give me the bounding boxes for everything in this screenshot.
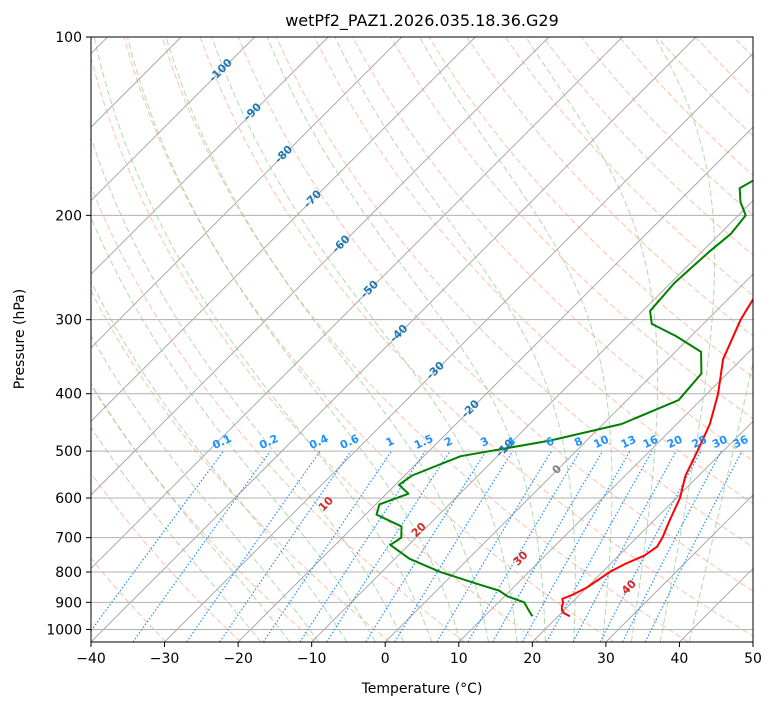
- isotherm-line: [458, 347, 753, 642]
- mixing-ratio-line: [521, 450, 631, 642]
- isotherm-line: [164, 52, 753, 642]
- dry-adiabat: [91, 55, 540, 642]
- x-tick-label: −40: [76, 651, 106, 667]
- isotherm-line: [605, 494, 753, 642]
- dry-adiabat: [91, 384, 316, 642]
- moist-adiabat: [91, 280, 348, 642]
- y-tick-label: 800: [55, 565, 82, 581]
- isotherm-line: [531, 420, 753, 642]
- isotherm-line: [91, 37, 697, 642]
- y-tick-label: 300: [55, 313, 82, 329]
- dry-adiabat: [352, 37, 753, 462]
- x-tick-label: −10: [297, 651, 327, 667]
- plot-area: [91, 37, 753, 642]
- mixing-ratio-label: 13: [619, 433, 638, 451]
- mixing-ratio-label: 30: [710, 433, 730, 451]
- sounding-traces: [375, 179, 753, 618]
- y-tick-label: 500: [55, 444, 82, 460]
- mixing-ratio-line: [263, 450, 393, 642]
- dry-adiabat: [504, 37, 753, 296]
- moist-adiabat: [91, 426, 262, 642]
- isotherm-line: [91, 37, 623, 570]
- mixing-ratio-line: [622, 450, 722, 642]
- x-tick-label: −30: [150, 651, 180, 667]
- x-tick-label: 0: [381, 651, 390, 667]
- mixing-ratio-line: [436, 450, 553, 642]
- y-tick-label: 100: [55, 30, 82, 46]
- isotherm-line: [91, 37, 256, 202]
- x-tick-label: 30: [597, 651, 615, 667]
- isotherm-line: [752, 641, 753, 642]
- mixing-ratio-line: [132, 450, 271, 642]
- chart-title: wetPf2_PAZ1.2026.035.18.36.G29: [285, 11, 559, 31]
- dry-adiabat: [91, 185, 465, 642]
- isotherm-line: [91, 37, 403, 349]
- moist-adiabat: [165, 37, 489, 642]
- moist-adiabat: [688, 360, 753, 642]
- moist-adiabat: [91, 334, 319, 642]
- moist-adiabat: [93, 37, 433, 642]
- mixing-ratio-label: 16: [641, 433, 661, 451]
- dry-adiabat: [390, 37, 753, 420]
- x-tick-label: 10: [450, 651, 468, 667]
- y-tick-label: 700: [55, 531, 82, 547]
- dry-adiabat: [91, 290, 391, 642]
- moist-adiabat: [266, 37, 546, 642]
- mixing-ratio-line: [644, 450, 743, 642]
- y-axis-label: Pressure (hPa): [12, 289, 28, 389]
- mixing-ratio-line: [186, 450, 321, 642]
- mixing-ratio-line: [546, 450, 653, 642]
- moist-adiabat: [419, 37, 613, 642]
- dry-adiabat: [275, 37, 753, 548]
- mixing-ratio-line: [299, 450, 426, 642]
- y-axis: 1000 900 800 700 600 500 400 300 200 100: [46, 30, 91, 638]
- dry-adiabat: [91, 472, 242, 642]
- isotherm-line: [237, 126, 753, 642]
- x-tick-label: −20: [223, 651, 253, 667]
- dewpoint-line: [375, 179, 753, 617]
- mixing-ratio-line: [572, 450, 677, 642]
- isotherm-line: [91, 37, 550, 496]
- isotherm-line: [91, 37, 329, 275]
- y-tick-label: 900: [55, 595, 82, 611]
- moist-adiabat: [126, 37, 461, 642]
- moist-adiabat: [91, 136, 405, 642]
- isotherm-line: [311, 199, 753, 642]
- x-tick-label: 50: [744, 651, 762, 667]
- x-tick-label: 20: [523, 651, 541, 667]
- mixing-ratio-line: [394, 450, 514, 642]
- y-tick-label: 400: [55, 387, 82, 403]
- isotherm-line: [91, 37, 476, 423]
- mixing-ratio-label: 20: [665, 433, 685, 451]
- moist-adiabat: [91, 216, 376, 642]
- dry-adiabat: [237, 37, 753, 592]
- moist-adiabat: [334, 37, 576, 642]
- mixing-ratio-line: [219, 450, 352, 642]
- y-tick-label: 1000: [46, 622, 82, 638]
- plot-frame: [90, 36, 754, 643]
- dry-adiabat: [466, 37, 753, 337]
- mixing-ratio-line: [91, 450, 225, 632]
- mixing-ratio-label: 25: [690, 433, 709, 451]
- temperature-line: [560, 297, 753, 618]
- x-axis: −40 −30 −20 −10 0 10 20 30 40 50: [76, 642, 762, 667]
- y-tick-label: 600: [55, 491, 82, 507]
- mixing-ratio-label: 36: [731, 433, 751, 451]
- mixing-ratio-line: [599, 450, 702, 642]
- x-tick-label: 40: [671, 651, 689, 667]
- moist-adiabat: [91, 382, 291, 642]
- moist-adiabat: [211, 37, 518, 642]
- y-tick-label: 200: [55, 208, 82, 224]
- mixing-ratio-line: [326, 450, 451, 642]
- x-axis-label: Temperature (°C): [361, 681, 483, 697]
- moist-adiabat: [654, 37, 716, 642]
- dry-adiabat: [91, 557, 167, 642]
- moist-adiabat: [525, 37, 659, 642]
- background-lines: [91, 37, 753, 642]
- dry-adiabat: [314, 37, 753, 505]
- isotherm-line: [384, 273, 753, 642]
- mixing-ratio-label: 10: [591, 433, 611, 451]
- mixing-ratio-line: [365, 450, 487, 642]
